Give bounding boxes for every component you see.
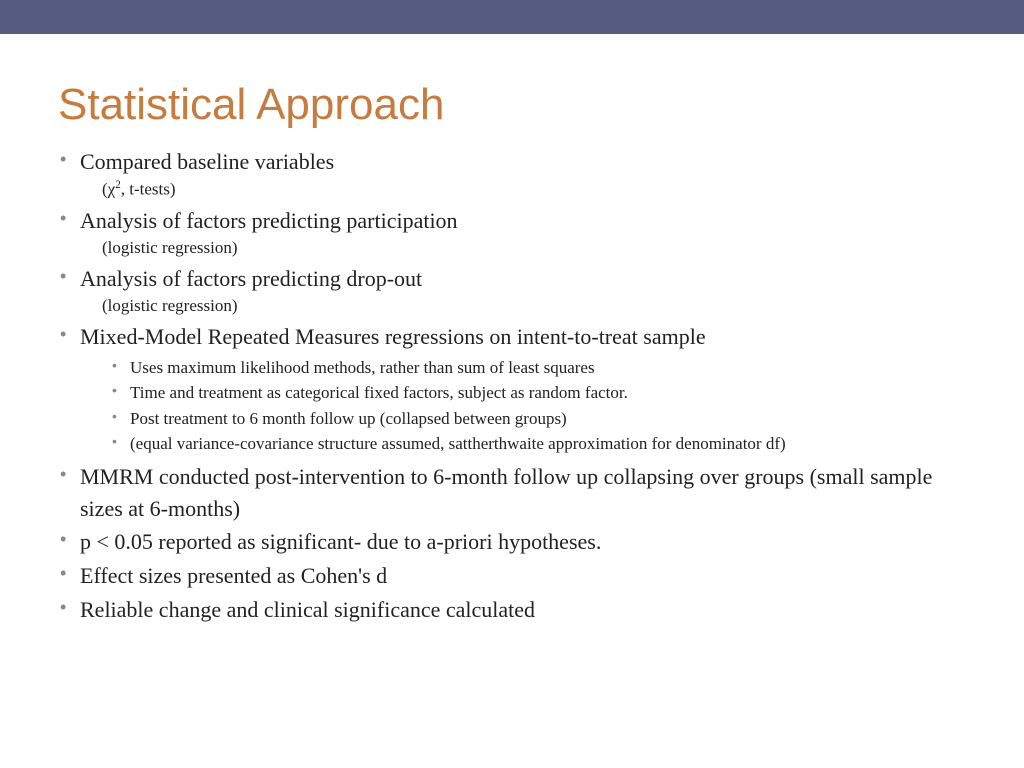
list-item: p < 0.05 reported as significant- due to… — [58, 526, 966, 558]
bullet-note: (logistic regression) — [80, 237, 966, 259]
bullet-text: Compared baseline variables — [80, 149, 334, 174]
bullet-note: (χ2, t-tests) — [80, 178, 966, 201]
sub-list-item: Post treatment to 6 month follow up (col… — [112, 406, 966, 432]
list-item: Compared baseline variables (χ2, t-tests… — [58, 146, 966, 201]
sub-list-item: Uses maximum likelihood methods, rather … — [112, 355, 966, 381]
list-item: Mixed-Model Repeated Measures regression… — [58, 321, 966, 457]
bullet-text: Effect sizes presented as Cohen's d — [80, 563, 387, 588]
list-item: Analysis of factors predicting drop-out … — [58, 263, 966, 317]
slide-title: Statistical Approach — [58, 82, 966, 128]
slide-body: Statistical Approach Compared baseline v… — [0, 34, 1024, 626]
sub-list-item: (equal variance-covariance structure ass… — [112, 431, 966, 457]
bullet-text: Analysis of factors predicting participa… — [80, 208, 458, 233]
list-item: Analysis of factors predicting participa… — [58, 205, 966, 259]
bullet-text: MMRM conducted post-intervention to 6-mo… — [80, 464, 932, 521]
sub-list-item: Time and treatment as categorical fixed … — [112, 380, 966, 406]
bullet-text: Reliable change and clinical significanc… — [80, 597, 535, 622]
bullet-text: Analysis of factors predicting drop-out — [80, 266, 422, 291]
list-item: Reliable change and clinical significanc… — [58, 594, 966, 626]
bullet-text: p < 0.05 reported as significant- due to… — [80, 529, 601, 554]
list-item: Effect sizes presented as Cohen's d — [58, 560, 966, 592]
bullet-list: Compared baseline variables (χ2, t-tests… — [58, 146, 966, 626]
bullet-text: Mixed-Model Repeated Measures regression… — [80, 324, 706, 349]
bullet-note: (logistic regression) — [80, 295, 966, 317]
list-item: MMRM conducted post-intervention to 6-mo… — [58, 461, 966, 525]
header-bar — [0, 0, 1024, 34]
sub-bullet-list: Uses maximum likelihood methods, rather … — [80, 355, 966, 457]
